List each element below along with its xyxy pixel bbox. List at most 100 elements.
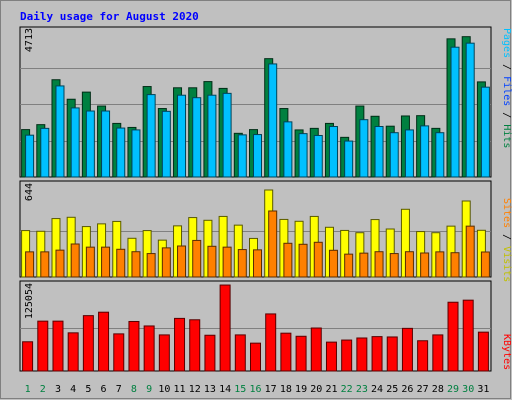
day-label-19: 19 bbox=[295, 384, 307, 395]
day-label-31: 31 bbox=[477, 384, 489, 395]
bar-kbytes-day-9 bbox=[143, 325, 155, 372]
day-label-21: 21 bbox=[325, 384, 337, 395]
day-label-12: 12 bbox=[189, 384, 201, 395]
day-label-27: 27 bbox=[417, 384, 429, 395]
bar-kbytes-day-18 bbox=[280, 332, 292, 372]
bar-files-day-12 bbox=[192, 97, 202, 178]
bar-sites-day-29 bbox=[450, 252, 460, 278]
bar-files-day-13 bbox=[207, 94, 217, 178]
bar-files-day-7 bbox=[116, 127, 126, 178]
bar-files-day-28 bbox=[435, 132, 445, 178]
bar-kbytes-day-10 bbox=[158, 334, 170, 372]
bar-sites-day-3 bbox=[55, 249, 65, 278]
bar-sites-day-19 bbox=[298, 243, 308, 278]
panel-0 bbox=[19, 26, 492, 178]
kbytes-ymax-label: 125054 bbox=[24, 283, 35, 319]
bar-files-day-5 bbox=[85, 110, 95, 178]
bar-files-day-22 bbox=[344, 140, 354, 178]
bar-sites-day-24 bbox=[374, 251, 384, 278]
bar-files-day-31 bbox=[480, 86, 490, 178]
legend-files: Files bbox=[501, 76, 512, 106]
bar-kbytes-day-5 bbox=[82, 315, 94, 372]
day-label-7: 7 bbox=[116, 384, 122, 395]
bar-kbytes-day-8 bbox=[128, 320, 140, 372]
bar-sites-day-13 bbox=[207, 245, 217, 278]
bar-sites-day-30 bbox=[465, 225, 475, 278]
bar-kbytes-day-23 bbox=[356, 337, 368, 372]
bar-kbytes-day-24 bbox=[371, 336, 383, 372]
bar-kbytes-day-3 bbox=[52, 320, 64, 372]
day-label-23: 23 bbox=[356, 384, 368, 395]
bar-files-day-14 bbox=[222, 92, 232, 178]
bar-kbytes-day-16 bbox=[250, 342, 261, 372]
day-label-8: 8 bbox=[131, 384, 137, 395]
bar-sites-day-25 bbox=[389, 253, 399, 278]
bar-kbytes-day-11 bbox=[174, 317, 186, 372]
bar-kbytes-day-19 bbox=[295, 335, 307, 372]
bar-files-day-27 bbox=[420, 125, 430, 178]
bar-files-day-6 bbox=[101, 110, 111, 178]
legend-visits: Visits bbox=[501, 246, 512, 282]
bar-sites-day-31 bbox=[480, 251, 490, 278]
day-label-11: 11 bbox=[174, 384, 186, 395]
bar-kbytes-day-12 bbox=[189, 319, 201, 372]
day-label-10: 10 bbox=[158, 384, 170, 395]
bar-kbytes-day-17 bbox=[265, 313, 277, 372]
legend-hits: Hits bbox=[501, 124, 512, 148]
bar-files-day-23 bbox=[359, 119, 369, 178]
day-label-14: 14 bbox=[219, 384, 231, 395]
bar-files-day-17 bbox=[268, 63, 278, 178]
bar-files-day-29 bbox=[450, 46, 460, 178]
day-label-5: 5 bbox=[85, 384, 91, 395]
bar-kbytes-day-15 bbox=[234, 334, 246, 372]
bar-files-day-8 bbox=[131, 129, 141, 178]
bar-sites-day-20 bbox=[313, 241, 323, 278]
bar-sites-day-4 bbox=[70, 243, 80, 278]
day-label-6: 6 bbox=[101, 384, 107, 395]
bar-sites-day-14 bbox=[222, 246, 232, 278]
bar-sites-day-5 bbox=[85, 246, 95, 278]
bar-sites-day-1 bbox=[25, 251, 35, 278]
visits-ymax-label: 644 bbox=[24, 183, 35, 201]
bar-sites-day-12 bbox=[192, 239, 202, 278]
bar-files-day-2 bbox=[40, 127, 50, 178]
bar-kbytes-day-26 bbox=[401, 327, 413, 372]
legend-sites-visits: Sites / Visits bbox=[501, 198, 512, 282]
day-label-13: 13 bbox=[204, 384, 216, 395]
day-label-15: 15 bbox=[234, 384, 246, 395]
chart-title: Daily usage for August 2020 bbox=[20, 10, 199, 23]
bar-files-day-21 bbox=[328, 126, 338, 178]
day-label-9: 9 bbox=[146, 384, 152, 395]
day-label-4: 4 bbox=[70, 384, 76, 395]
bar-kbytes-day-7 bbox=[113, 333, 125, 372]
bar-files-day-20 bbox=[313, 134, 323, 178]
day-label-2: 2 bbox=[40, 384, 46, 395]
bar-files-day-3 bbox=[55, 85, 65, 178]
day-label-16: 16 bbox=[249, 384, 261, 395]
panel-1 bbox=[19, 180, 492, 278]
bar-sites-day-10 bbox=[161, 247, 171, 278]
bar-sites-day-8 bbox=[131, 251, 141, 278]
bar-files-day-25 bbox=[389, 132, 399, 178]
bar-files-day-18 bbox=[283, 121, 293, 178]
bar-kbytes-day-31 bbox=[477, 331, 489, 372]
bar-files-day-30 bbox=[465, 42, 475, 178]
legend-pages-files-hits: Pages / Files / Hits bbox=[501, 28, 512, 148]
bar-files-day-1 bbox=[25, 134, 35, 178]
bar-sites-day-28 bbox=[435, 251, 445, 278]
day-label-18: 18 bbox=[280, 384, 292, 395]
bar-sites-day-27 bbox=[420, 252, 430, 278]
bar-sites-day-2 bbox=[40, 251, 50, 278]
day-label-28: 28 bbox=[432, 384, 444, 395]
bar-files-day-16 bbox=[253, 134, 262, 178]
day-label-24: 24 bbox=[371, 384, 383, 395]
bar-sites-day-15 bbox=[237, 249, 247, 278]
bar-sites-day-17 bbox=[268, 210, 278, 278]
legend-pages: Pages bbox=[501, 28, 512, 58]
bar-kbytes-day-27 bbox=[417, 340, 429, 372]
day-label-17: 17 bbox=[265, 384, 277, 395]
bar-sites-day-21 bbox=[328, 249, 338, 278]
bar-kbytes-day-2 bbox=[37, 320, 49, 372]
bar-kbytes-day-6 bbox=[98, 311, 110, 372]
